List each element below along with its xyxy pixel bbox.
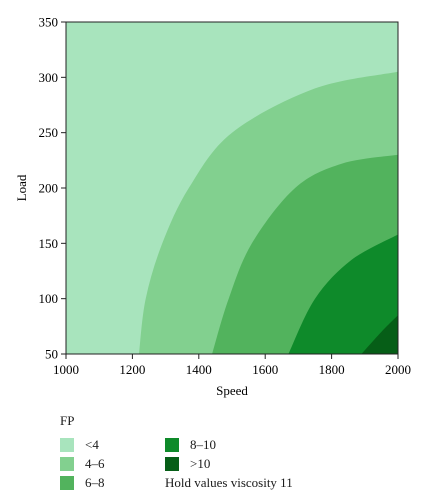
x-tick-label-1000: 1000 <box>53 362 79 377</box>
x-tick-label-1200: 1200 <box>119 362 145 377</box>
legend-item-gt10: >10 <box>165 456 210 472</box>
axes: 1000 1200 1400 1600 1800 2000 50 100 150 200 250 30… <box>39 15 412 378</box>
legend-swatch-6-8 <box>60 476 74 490</box>
legend-swatch-gt10 <box>165 457 179 471</box>
y-tick-label-100: 100 <box>39 291 59 306</box>
x-tick-label-1600: 1600 <box>252 362 278 377</box>
contour-fills <box>66 22 398 354</box>
legend-swatch-4-6 <box>60 457 74 471</box>
legend-label-6-8: 6–8 <box>85 475 105 490</box>
legend-item-4-6: 4–6 <box>60 456 105 472</box>
legend-label-8-10: 8–10 <box>190 437 216 452</box>
legend-label-lt4: <4 <box>85 437 99 452</box>
region-8-10 <box>288 234 398 354</box>
legend-title: FP <box>60 413 75 428</box>
x-tick-label-2000: 2000 <box>385 362 411 377</box>
legend-note-text: Hold values viscosity 11 <box>165 475 293 490</box>
legend: FP <4 4–6 6–8 8–10 >10 Hold values visco… <box>60 413 400 493</box>
legend-item-8-10: 8–10 <box>165 437 216 453</box>
y-tick-label-250: 250 <box>39 125 59 140</box>
y-tick-label-300: 300 <box>39 70 59 85</box>
legend-item-lt4: <4 <box>60 437 99 453</box>
legend-item-6-8: 6–8 <box>60 475 105 491</box>
y-axis-label: Load <box>14 174 29 201</box>
y-tick-label-150: 150 <box>39 236 59 251</box>
legend-swatch-lt4 <box>60 438 74 452</box>
legend-swatch-8-10 <box>165 438 179 452</box>
region-gt10 <box>361 315 398 354</box>
y-tick-label-50: 50 <box>45 347 58 362</box>
x-axis-label: Speed <box>216 383 248 398</box>
x-tick-label-1800: 1800 <box>319 362 345 377</box>
contour-chart: 1000 1200 1400 1600 1800 2000 50 100 150 200 250 30… <box>14 15 412 399</box>
legend-note: Hold values viscosity 11 <box>165 475 293 491</box>
y-tick-label-200: 200 <box>39 181 59 196</box>
x-tick-label-1400: 1400 <box>186 362 212 377</box>
legend-label-gt10: >10 <box>190 456 211 471</box>
legend-label-4-6: 4–6 <box>85 456 105 471</box>
y-tick-label-350: 350 <box>39 15 59 30</box>
